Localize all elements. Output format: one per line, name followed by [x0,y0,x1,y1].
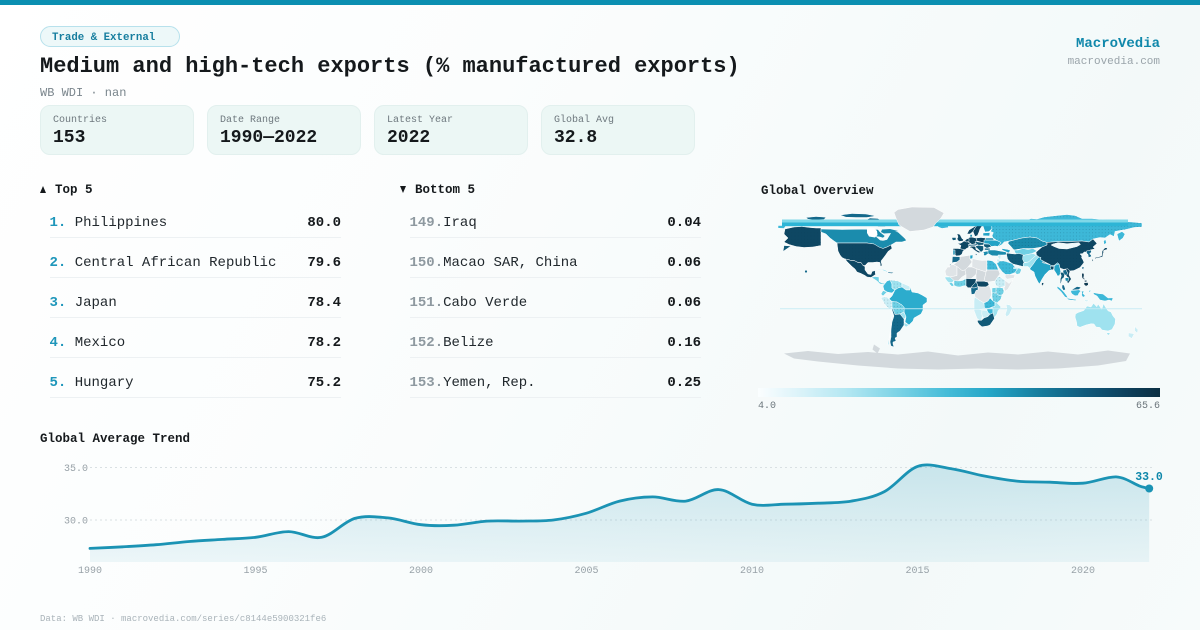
svg-text:2000: 2000 [409,566,433,577]
svg-text:2010: 2010 [740,566,764,577]
svg-text:1990: 1990 [78,566,102,577]
svg-text:35.0: 35.0 [64,464,88,475]
svg-text:2020: 2020 [1071,566,1095,577]
svg-text:1995: 1995 [243,566,267,577]
svg-text:30.0: 30.0 [64,517,88,528]
svg-text:2015: 2015 [905,566,929,577]
svg-text:33.0: 33.0 [1135,471,1163,484]
svg-text:2005: 2005 [574,566,598,577]
